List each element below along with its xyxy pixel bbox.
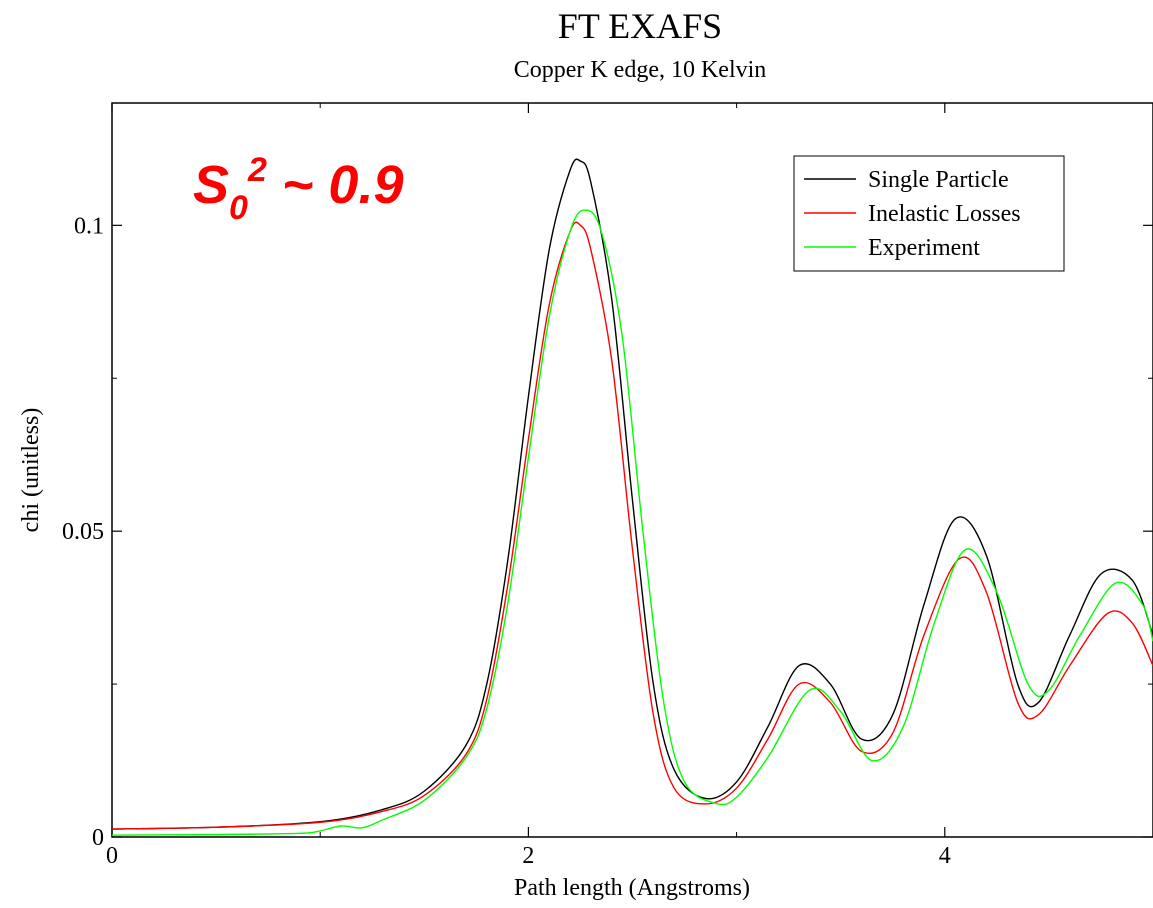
x-tick-label: 2 (522, 843, 534, 869)
chart-subtitle: Copper K edge, 10 Kelvin (514, 57, 767, 83)
legend-label-experiment: Experiment (868, 235, 980, 261)
y-tick-label: 0.1 (74, 213, 104, 239)
plot-frame (111, 102, 1153, 838)
legend-label-single-particle: Single Particle (868, 167, 1009, 193)
legend-label-inelastic-losses: Inelastic Losses (868, 201, 1021, 227)
legend: Single Particle Inelastic Losses Experimen… (793, 155, 1065, 272)
y-axis-label: chi (unitless) (18, 408, 44, 533)
series-line-experiment (111, 209, 1153, 836)
annotation-subscript: 0 (229, 189, 248, 227)
x-axis-label: Path length (Angstroms) (514, 875, 750, 901)
annotation-base: S (193, 155, 229, 215)
series-line-inelastic-losses (111, 221, 1153, 830)
chart-title: FT EXAFS (558, 6, 722, 46)
annotation-text: ~ 0.9 (267, 155, 404, 215)
axis-ticks: 0 2 400.050.1 (62, 103, 1153, 869)
y-tick-label: 0 (92, 825, 104, 851)
y-tick-label: 0.05 (62, 519, 104, 545)
x-tick-label: 4 (939, 843, 951, 869)
x-tick-label: 0 (106, 843, 118, 869)
annotation-superscript: 2 (247, 151, 267, 189)
series-line-single-particle (111, 158, 1153, 830)
legend-entries: Single Particle Inelastic Losses Experimen… (804, 167, 1021, 261)
s0-squared-annotation: S02 ~ 0.9 (193, 151, 403, 227)
series-layer (111, 158, 1153, 836)
